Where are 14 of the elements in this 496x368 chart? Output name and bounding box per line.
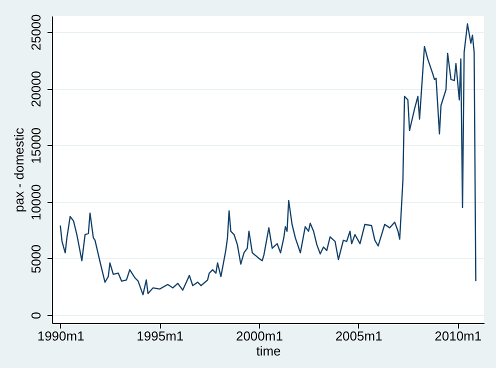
- x-tick-label: 2000m1: [236, 328, 283, 344]
- y-tick-label: 15000: [28, 128, 44, 164]
- y-axis-title: pax - domestic: [12, 127, 26, 212]
- y-tick-label: 5000: [28, 244, 44, 274]
- y-tick-label: 20000: [28, 70, 44, 108]
- line-series: [60, 23, 476, 296]
- x-axis-title: time: [256, 344, 281, 358]
- y-tick-label: 25000: [28, 14, 44, 50]
- x-tick-label: 2005m1: [335, 328, 382, 344]
- x-tick-label: 1995m1: [136, 328, 184, 344]
- x-tick-label: 2010m1: [434, 328, 482, 344]
- x-tick-label: 1990m1: [37, 328, 84, 344]
- y-tick-label: 10000: [28, 184, 44, 220]
- y-tick-label: 0: [28, 312, 44, 320]
